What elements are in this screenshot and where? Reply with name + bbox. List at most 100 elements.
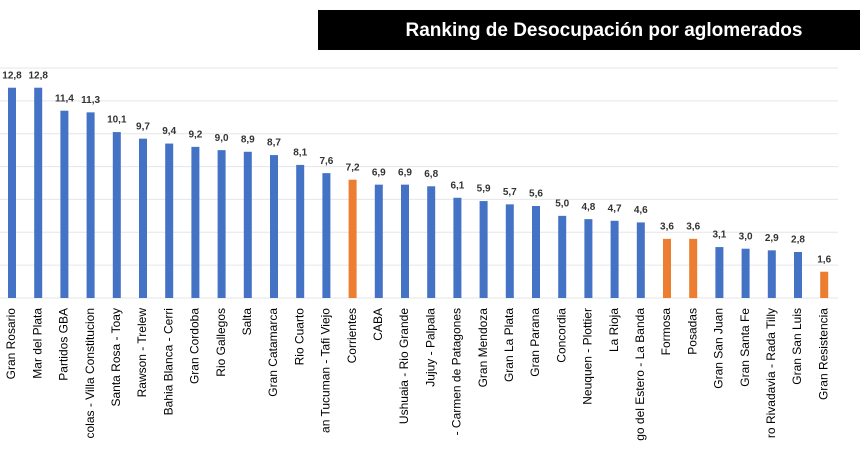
value-label: 3,0 — [739, 231, 753, 242]
bar — [86, 112, 95, 298]
x-tick-label: an Tucuman - Tafi Viejo — [319, 308, 333, 433]
value-label: 8,9 — [241, 134, 255, 145]
value-label: 9,7 — [136, 121, 150, 132]
x-tick-label: Ushuaia - Rio Grande — [397, 308, 411, 424]
x-tick-label: ro Rivadavia - Rada Tilly — [764, 308, 778, 438]
x-tick-label: Gran Cordoba — [188, 308, 202, 384]
x-tick-label: CABA — [371, 308, 385, 341]
value-label: 10,1 — [107, 115, 127, 126]
value-label: 5,9 — [477, 184, 491, 195]
bar — [165, 143, 174, 298]
x-tick-label: Gran San Juan — [712, 308, 726, 389]
x-tick-label: Neuquen - Plottier — [581, 308, 595, 405]
value-label: 2,8 — [791, 235, 805, 246]
value-label: 6,9 — [398, 167, 412, 178]
bar — [112, 132, 121, 298]
bar — [296, 164, 305, 298]
value-label: 5,7 — [503, 187, 517, 198]
x-tick-label: Gran Santa Fe — [738, 308, 752, 387]
bar — [558, 215, 567, 298]
x-tick-label: Rawson - Trelew — [135, 308, 149, 398]
value-label: 9,0 — [215, 133, 229, 144]
bar — [8, 87, 16, 298]
x-tick-label: Corrientes — [345, 308, 359, 363]
value-label: 5,0 — [555, 198, 569, 209]
bar — [584, 219, 593, 298]
value-label: 12,8 — [28, 70, 48, 81]
value-label: 6,9 — [372, 167, 386, 178]
x-tick-label: Rio Cuarto — [292, 308, 306, 366]
bar — [401, 184, 409, 298]
value-label: 7,6 — [319, 156, 333, 167]
bar — [453, 197, 462, 298]
value-label: 6,1 — [450, 180, 464, 191]
x-tick-label: Mar del Plata — [30, 308, 44, 379]
bar — [610, 220, 619, 298]
value-label: 9,2 — [188, 129, 202, 140]
x-tick-label: Salta — [240, 308, 254, 336]
bar — [322, 173, 331, 298]
bar — [34, 87, 43, 298]
bar — [427, 186, 436, 298]
value-label: 4,8 — [581, 202, 595, 213]
value-label: 8,7 — [267, 138, 281, 149]
bar — [820, 271, 829, 298]
value-label: 11,4 — [55, 93, 74, 104]
bar — [348, 179, 357, 298]
bar — [794, 252, 802, 298]
bar — [689, 238, 698, 298]
value-label: 11,3 — [81, 95, 100, 106]
value-label: 1,6 — [817, 254, 831, 265]
value-label: 3,6 — [660, 221, 674, 232]
chart-title: Ranking de Desocupación por aglomerados — [406, 20, 803, 41]
x-tick-label: Gran Rosario — [4, 308, 18, 380]
x-tick-label: Gran Mendoza — [476, 308, 490, 388]
bar — [663, 238, 671, 298]
value-label: 8,1 — [293, 148, 307, 159]
bar — [217, 150, 226, 298]
x-tick-label: Gran Parana — [528, 308, 542, 377]
bar — [270, 155, 278, 298]
x-tick-label: Gran San Luis — [790, 308, 804, 385]
value-label: 4,7 — [608, 203, 622, 214]
bar — [479, 201, 488, 298]
x-tick-label: Bahia Blanca - Cerri — [161, 308, 175, 415]
value-label: 3,1 — [712, 230, 726, 241]
x-tick-label: Partidos GBA — [57, 308, 71, 381]
x-tick-label: colas - Villa Constitucion — [83, 308, 97, 439]
value-label: 7,2 — [346, 162, 360, 173]
bar — [767, 250, 776, 298]
x-tick-label: go del Estero - La Banda — [633, 308, 647, 441]
x-tick-label: - Carmen de Patagones — [450, 308, 464, 435]
title-box — [318, 10, 860, 50]
bar — [741, 248, 750, 298]
value-label: 2,9 — [765, 233, 779, 244]
value-label: 9,4 — [162, 126, 176, 137]
bar — [374, 184, 383, 298]
bar — [191, 146, 200, 298]
x-tick-label: Concordia — [554, 308, 568, 363]
bar — [532, 206, 540, 298]
x-tick-label: Gran Resistencia — [816, 308, 830, 400]
value-label: 6,8 — [424, 169, 438, 180]
bar — [505, 204, 514, 298]
x-tick-label: Rio Gallegos — [214, 308, 228, 377]
x-tick-label: Gran Catamarca — [266, 308, 280, 397]
x-tick-label: Posadas — [685, 308, 699, 355]
value-label: 3,6 — [686, 221, 700, 232]
x-tick-label: Gran La Plata — [502, 308, 516, 382]
value-label: 12,8 — [2, 70, 22, 81]
value-label: 5,6 — [529, 189, 543, 200]
bar — [715, 247, 724, 298]
x-tick-label: La Rioja — [607, 308, 621, 352]
x-tick-label: Formosa — [659, 308, 673, 356]
bar — [243, 151, 252, 298]
bar — [60, 110, 69, 298]
x-tick-label: Jujuy - Palpala — [423, 308, 437, 387]
value-label: 4,6 — [634, 205, 648, 216]
bar — [139, 138, 147, 298]
x-tick-label: Santa Rosa - Toay — [109, 308, 123, 407]
bar — [636, 222, 645, 298]
